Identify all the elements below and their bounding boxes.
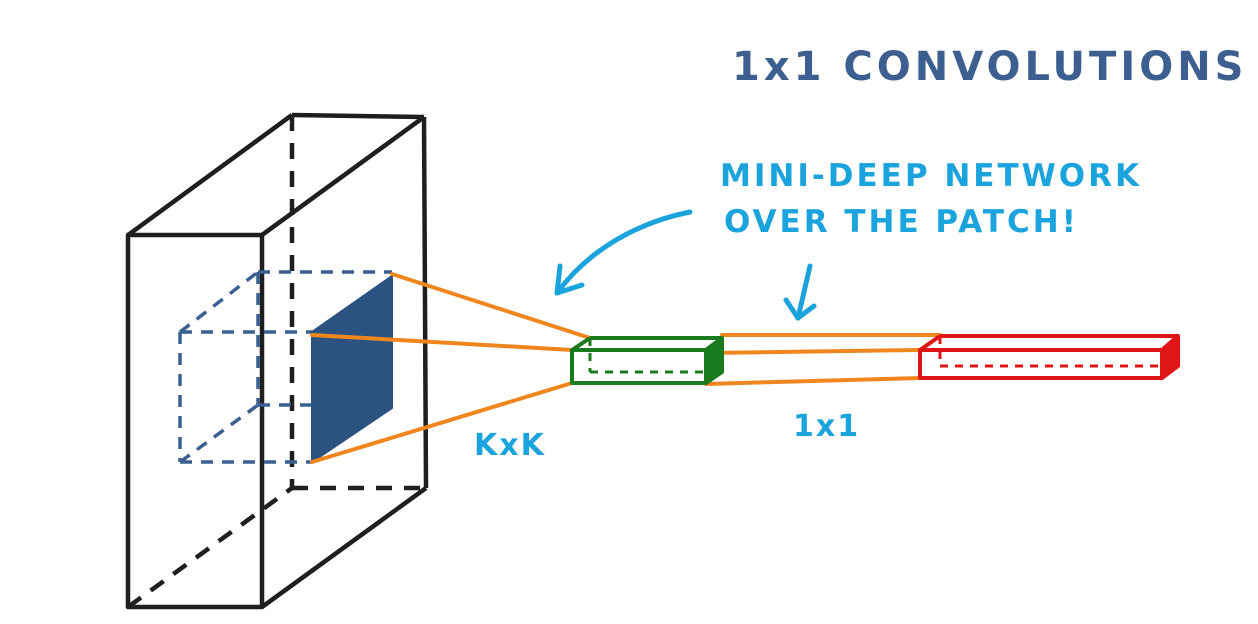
patch-face xyxy=(311,275,393,463)
red-output-column xyxy=(918,334,1180,380)
curved-arrow-icon xyxy=(554,209,693,296)
down-arrow-icon xyxy=(783,263,817,321)
green-feature-column xyxy=(570,336,724,385)
annotation-line-2: OVER THE PATCH! xyxy=(724,204,1079,240)
annotation-line-1: MINI-DEEP NETWORK xyxy=(720,158,1142,194)
pointwise-connectors xyxy=(704,333,942,386)
one-by-one-label: 1x1 xyxy=(793,409,860,444)
diagram-title: 1x1 CONVOLUTIONS xyxy=(732,44,1247,90)
input-volume xyxy=(125,112,429,610)
kernel-size-label: KxK xyxy=(474,428,546,463)
kernel-connectors xyxy=(310,272,592,464)
